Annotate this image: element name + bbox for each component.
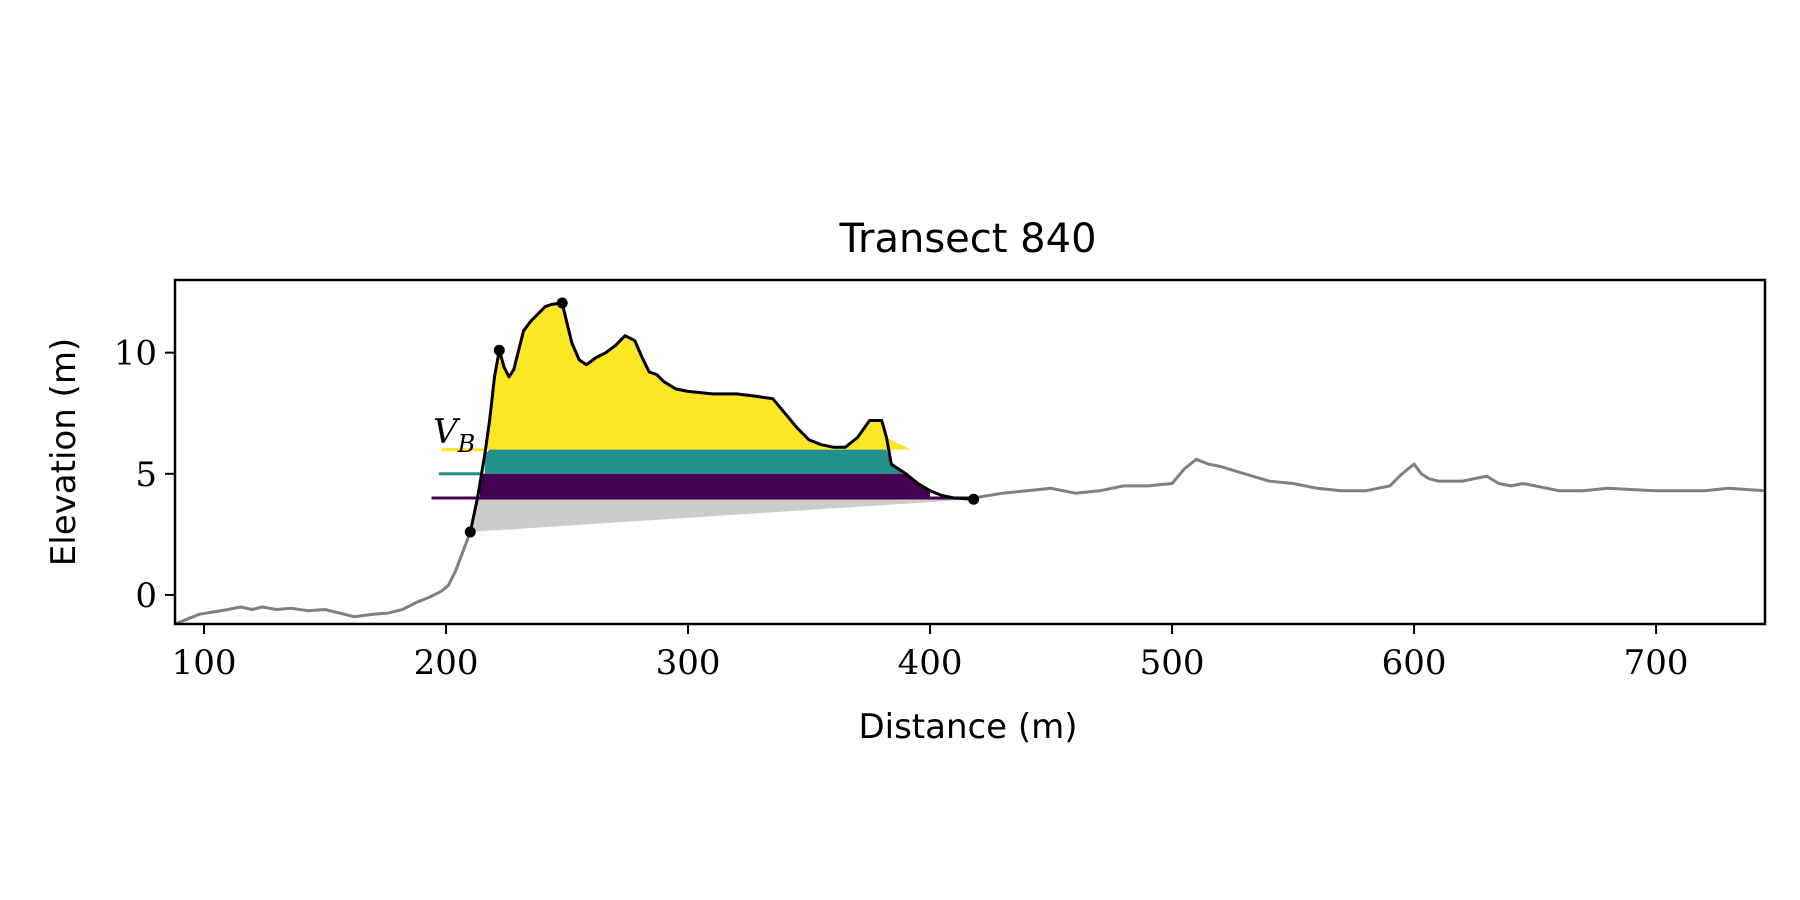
marker-point-4	[968, 493, 980, 505]
marker-point-2	[493, 344, 505, 356]
y-axis-label: Elevation (m)	[44, 338, 84, 566]
x-tick-label-600: 600	[1382, 643, 1447, 683]
vb-annotation: VB	[433, 412, 475, 458]
plot-area	[175, 297, 1765, 624]
y-tick-label-10: 10	[114, 334, 157, 374]
y-axis: 0 5 10	[114, 334, 175, 616]
dune-outline	[468, 301, 974, 533]
profile-line-landward	[175, 531, 472, 624]
x-tick-label-500: 500	[1140, 643, 1205, 683]
x-tick-label-400: 400	[898, 643, 963, 683]
x-tick-label-300: 300	[656, 643, 721, 683]
x-tick-label-200: 200	[414, 643, 479, 683]
marker-point-3	[556, 297, 568, 309]
chart-title: Transect 840	[838, 216, 1096, 262]
y-tick-label-0: 0	[135, 576, 157, 616]
layer-base-fill	[479, 473, 931, 498]
layer-mid-fill	[484, 449, 911, 474]
layer-top-fill	[484, 303, 911, 450]
y-tick-label-5: 5	[135, 455, 157, 495]
vb-annotation-main: V	[433, 412, 461, 452]
profile-line-seaward	[973, 457, 1765, 500]
vb-annotation-subscript: B	[457, 430, 476, 458]
x-tick-label-100: 100	[172, 643, 237, 683]
x-axis-label: Distance (m)	[858, 707, 1077, 747]
x-axis: 100 200 300 400 500 600 700	[172, 624, 1689, 683]
below-base-area	[470, 498, 974, 532]
axes-frame	[173, 278, 1767, 626]
x-tick-label-700: 700	[1624, 643, 1689, 683]
marker-point-1	[464, 526, 476, 538]
